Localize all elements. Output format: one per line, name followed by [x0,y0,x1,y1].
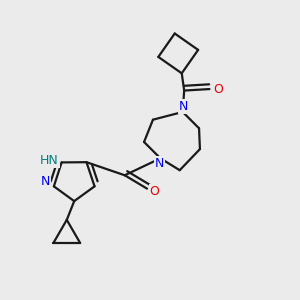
Text: N: N [155,157,164,170]
Text: N: N [41,176,50,188]
Text: O: O [149,184,159,197]
Text: N: N [178,100,188,113]
Text: O: O [213,82,223,96]
Text: HN: HN [40,154,59,167]
